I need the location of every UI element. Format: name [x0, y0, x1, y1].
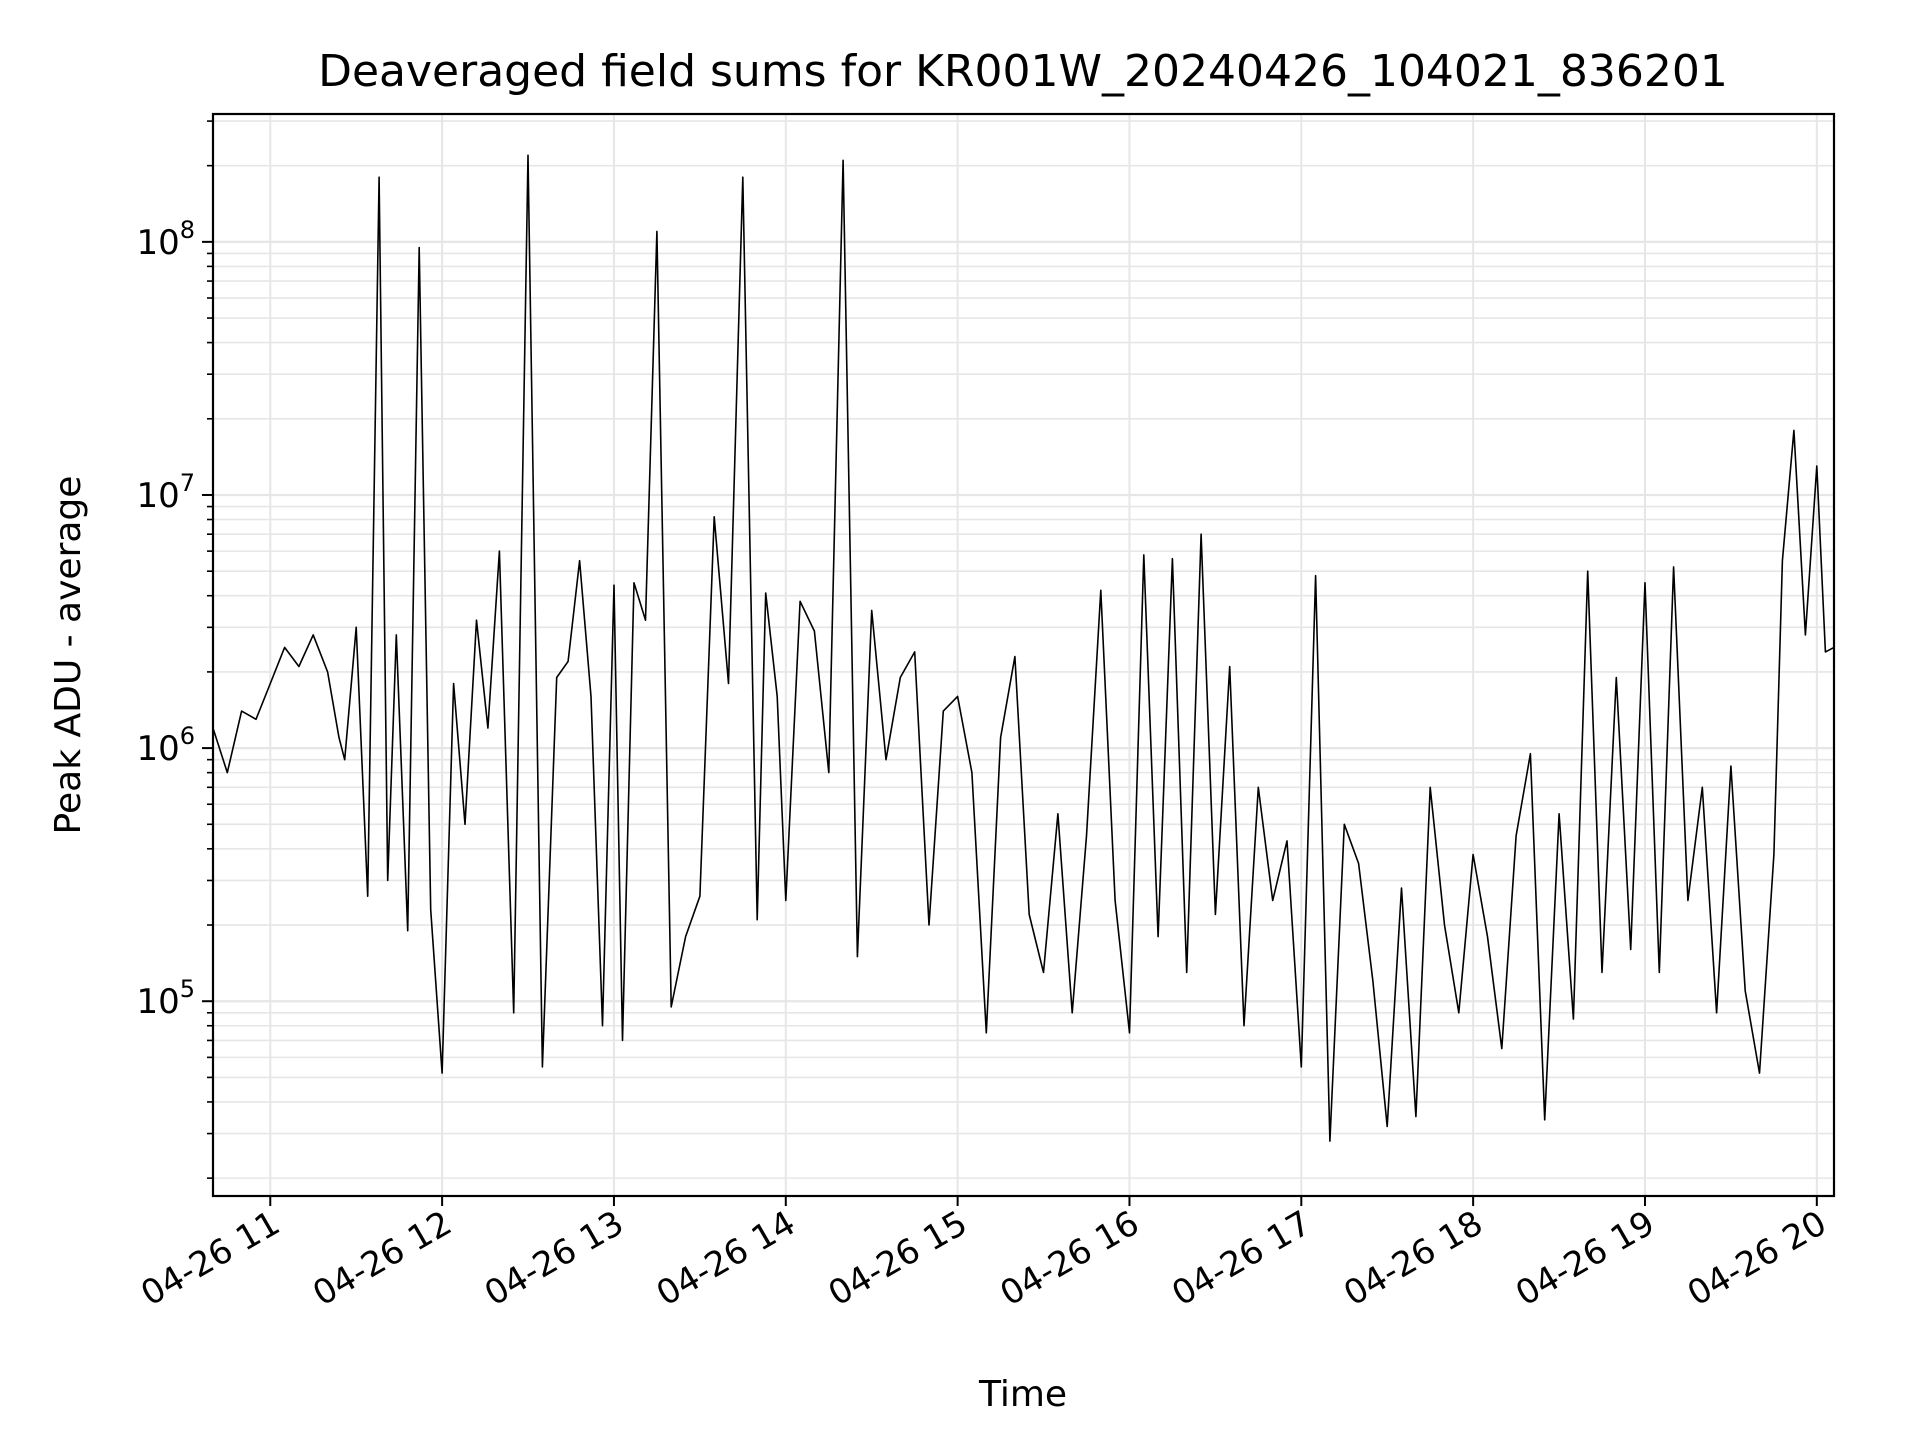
y-tick-label-3: 108 [136, 216, 195, 263]
y-tick-label-0: 105 [136, 975, 195, 1022]
x-tick-label-2: 04-26 13 [478, 1203, 630, 1314]
chart-title: Deaveraged field sums for KR001W_2024042… [318, 46, 1728, 97]
x-tick-label-7: 04-26 18 [1337, 1203, 1489, 1314]
y-tick-label-1: 106 [136, 722, 195, 769]
x-tick-label-1: 04-26 12 [306, 1203, 458, 1314]
x-axis-label: Time [978, 1374, 1067, 1415]
x-tick-label-0: 04-26 11 [134, 1203, 286, 1314]
y-axis-label: Peak ADU - average [48, 476, 89, 835]
y-tick-label-2: 107 [136, 469, 195, 516]
x-tick-label-5: 04-26 16 [994, 1203, 1146, 1314]
x-tick-label-6: 04-26 17 [1165, 1203, 1317, 1314]
plot-frame [211, 112, 1836, 1198]
series-line [212, 154, 1835, 1142]
y-axis: 105 106 107 108 [136, 120, 213, 1179]
x-axis: 04-26 11 04-26 12 04-26 13 04-26 14 04-26 15… [134, 1196, 1833, 1314]
grid [213, 114, 1834, 1196]
x-tick-label-9: 04-26 20 [1681, 1203, 1833, 1314]
x-tick-label-8: 04-26 19 [1509, 1203, 1661, 1314]
x-tick-label-4: 04-26 15 [822, 1203, 974, 1314]
x-tick-label-3: 04-26 14 [650, 1203, 802, 1314]
